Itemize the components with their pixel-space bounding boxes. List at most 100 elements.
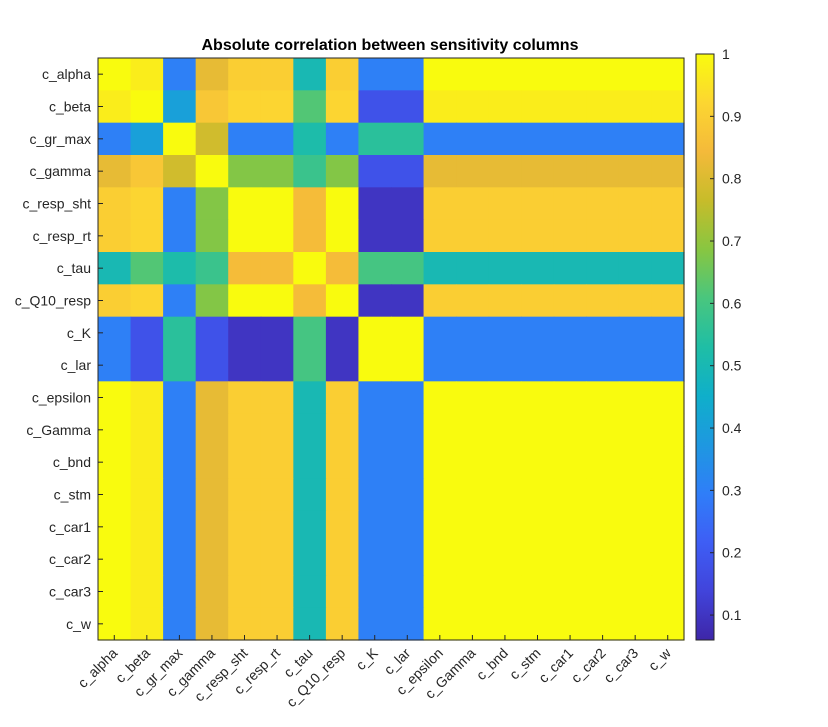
heatmap-cell-c_gamma-c_beta — [130, 155, 164, 188]
colorbar-tick-label: 0.8 — [722, 171, 742, 187]
heatmap-cell-c_gamma-c_lar — [391, 155, 425, 188]
heatmap-cell-c_alpha-c_beta — [130, 58, 164, 91]
heatmap-cell-c_resp_rt-c_stm — [521, 219, 555, 253]
heatmap-cell-c_car3-c_gr_max — [163, 575, 197, 609]
heatmap-cell-c_car3-c_bnd — [488, 575, 522, 609]
heatmap-cell-c_epsilon-c_tau — [293, 381, 327, 415]
heatmap-cell-c_car3-c_epsilon — [423, 575, 457, 609]
heatmap-cell-c_resp_sht-c_car2 — [586, 187, 620, 221]
heatmap-cell-c_Gamma-c_w — [651, 413, 685, 447]
heatmap-cell-c_bnd-c_bnd — [488, 446, 522, 479]
heatmap-cell-c_car1-c_Gamma — [456, 510, 490, 544]
heatmap-cell-c_beta-c_Gamma — [456, 90, 490, 124]
heatmap-cell-c_tau-c_resp_rt — [260, 252, 294, 285]
heatmap-cell-c_Gamma-c_Q10_resp — [325, 413, 360, 447]
heatmap-cell-c_car1-c_resp_rt — [260, 510, 294, 544]
heatmap-cell-c_beta-c_resp_sht — [228, 90, 262, 124]
heatmap-cell-c_car1-c_resp_sht — [228, 510, 262, 544]
x-tick-label: c_K — [352, 644, 381, 673]
heatmap-cell-c_Gamma-c_Gamma — [456, 413, 490, 447]
heatmap-cell-c_bnd-c_gamma — [195, 446, 229, 479]
heatmap-cell-c_lar-c_stm — [521, 349, 555, 382]
heatmap-cell-c_beta-c_car1 — [553, 90, 587, 124]
heatmap-cell-c_gr_max-c_tau — [293, 122, 327, 156]
heatmap-cell-c_car2-c_car3 — [618, 543, 653, 576]
heatmap-cell-c_car1-c_lar — [391, 510, 425, 544]
heatmap-cell-c_gr_max-c_car1 — [553, 122, 587, 156]
x-tick-label: c_w — [645, 644, 675, 674]
heatmap-cell-c_resp_sht-c_alpha — [98, 187, 132, 221]
heatmap-cell-c_gr_max-c_Q10_resp — [325, 122, 360, 156]
heatmap-cell-c_gamma-c_alpha — [98, 155, 132, 188]
heatmap-cell-c_car1-c_K — [358, 510, 392, 544]
colorbar-tick-label: 0.2 — [722, 545, 742, 561]
heatmap-cell-c_K-c_K — [358, 316, 392, 350]
heatmap-cell-c_gr_max-c_resp_sht — [228, 122, 262, 156]
heatmap-cell-c_epsilon-c_car1 — [553, 381, 587, 415]
heatmap-cell-c_resp_rt-c_w — [651, 219, 685, 253]
heatmap-cell-c_beta-c_lar — [391, 90, 425, 124]
heatmap-cell-c_Q10_resp-c_car2 — [586, 284, 620, 318]
heatmap-cell-c_stm-c_car3 — [618, 478, 653, 512]
heatmap-cell-c_resp_sht-c_Q10_resp — [325, 187, 360, 221]
y-tick-label: c_w — [66, 616, 92, 632]
heatmap-cell-c_tau-c_stm — [521, 252, 555, 285]
heatmap-cell-c_tau-c_Gamma — [456, 252, 490, 285]
heatmap-cell-c_gamma-c_Gamma — [456, 155, 490, 188]
heatmap-cell-c_Q10_resp-c_K — [358, 284, 392, 318]
heatmap-cell-c_Q10_resp-c_resp_sht — [228, 284, 262, 318]
heatmap-cell-c_K-c_car1 — [553, 316, 587, 350]
heatmap-cell-c_K-c_Gamma — [456, 316, 490, 350]
heatmap-cell-c_alpha-c_resp_sht — [228, 58, 262, 91]
heatmap-cell-c_resp_sht-c_stm — [521, 187, 555, 221]
colorbar-gradient — [695, 53, 715, 641]
heatmap-cell-c_lar-c_Gamma — [456, 349, 490, 382]
heatmap-cell-c_car3-c_K — [358, 575, 392, 609]
heatmap-cell-c_epsilon-c_car3 — [618, 381, 653, 415]
heatmap-cell-c_bnd-c_beta — [130, 446, 164, 479]
heatmap-cell-c_car2-c_epsilon — [423, 543, 457, 576]
heatmap-cell-c_Gamma-c_car1 — [553, 413, 587, 447]
heatmap-cell-c_K-c_bnd — [488, 316, 522, 350]
heatmap-cell-c_resp_rt-c_car3 — [618, 219, 653, 253]
heatmap-cell-c_alpha-c_car3 — [618, 58, 653, 91]
heatmap-cell-c_Gamma-c_resp_rt — [260, 413, 294, 447]
x-tick-label: c_bnd — [473, 645, 511, 683]
heatmap-cell-c_resp_rt-c_gamma — [195, 219, 229, 253]
heatmap-cell-c_Gamma-c_epsilon — [423, 413, 457, 447]
heatmap-cell-c_bnd-c_Q10_resp — [325, 446, 360, 479]
heatmap-cell-c_Q10_resp-c_bnd — [488, 284, 522, 318]
heatmap-cell-c_resp_sht-c_gr_max — [163, 187, 197, 221]
heatmap-cell-c_resp_rt-c_K — [358, 219, 392, 253]
heatmap-cell-c_resp_sht-c_epsilon — [423, 187, 457, 221]
heatmap-cell-c_car1-c_car2 — [586, 510, 620, 544]
heatmap-cell-c_bnd-c_car1 — [553, 446, 587, 479]
heatmap-cell-c_Gamma-c_lar — [391, 413, 425, 447]
heatmap-cell-c_alpha-c_alpha — [98, 58, 132, 91]
y-tick-label: c_resp_rt — [33, 228, 91, 244]
heatmap-cell-c_car3-c_Gamma — [456, 575, 490, 609]
heatmap-cell-c_gamma-c_K — [358, 155, 392, 188]
heatmap-cell-c_resp_rt-c_beta — [130, 219, 164, 253]
heatmap-cell-c_stm-c_beta — [130, 478, 164, 512]
heatmap-cell-c_beta-c_beta — [130, 90, 164, 124]
heatmap-cell-c_car1-c_alpha — [98, 510, 132, 544]
heatmap-cell-c_resp_sht-c_bnd — [488, 187, 522, 221]
heatmap-cell-c_bnd-c_K — [358, 446, 392, 479]
heatmap-cell-c_epsilon-c_gr_max — [163, 381, 197, 415]
heatmap-cell-c_stm-c_alpha — [98, 478, 132, 512]
colorbar-tick-label: 0.5 — [722, 358, 742, 374]
heatmap-cell-c_epsilon-c_bnd — [488, 381, 522, 415]
heatmap-cell-c_stm-c_resp_rt — [260, 478, 294, 512]
heatmap-cell-c_gr_max-c_car2 — [586, 122, 620, 156]
heatmap-cell-c_lar-c_resp_rt — [260, 349, 294, 382]
x-tick-label: c_car1 — [535, 645, 576, 686]
y-tick-label: c_bnd — [53, 454, 91, 470]
heatmap-cell-c_car3-c_car1 — [553, 575, 587, 609]
heatmap-cell-c_lar-c_car1 — [553, 349, 587, 382]
heatmap-cell-c_alpha-c_bnd — [488, 58, 522, 91]
x-tick-label: c_alpha — [74, 645, 120, 691]
heatmap-cell-c_resp_rt-c_bnd — [488, 219, 522, 253]
heatmap-cell-c_lar-c_resp_sht — [228, 349, 262, 382]
heatmap-cell-c_car2-c_resp_sht — [228, 543, 262, 576]
